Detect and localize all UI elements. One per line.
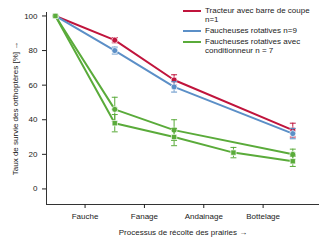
html-text:Faucheuses rotatives n=9: Faucheuses rotatives n=9	[205, 26, 297, 35]
svg-text:Fauche: Fauche	[72, 212, 99, 221]
svg-text:40: 40	[29, 115, 38, 124]
svg-text:Andainage: Andainage	[185, 212, 224, 221]
svg-text:Bottelage: Bottelage	[246, 212, 280, 221]
svg-text:0: 0	[33, 184, 38, 193]
svg-text:Taux de survie des orthoptères: Taux de survie des orthoptères [%] →	[11, 42, 20, 175]
svg-text:80: 80	[29, 46, 38, 55]
svg-text:Fanage: Fanage	[131, 212, 159, 221]
svg-text:Processus de récolte des prair: Processus de récolte des prairies →	[119, 228, 248, 237]
html-text:Faucheuses rotatives avec cond: Faucheuses rotatives avec conditionneur …	[205, 37, 301, 55]
html-text:Tracteur avec barre de coupe n: Tracteur avec barre de coupe n=1	[205, 6, 310, 24]
svg-text:20: 20	[29, 150, 38, 159]
svg-text:100: 100	[24, 12, 38, 21]
svg-text:60: 60	[29, 81, 38, 90]
